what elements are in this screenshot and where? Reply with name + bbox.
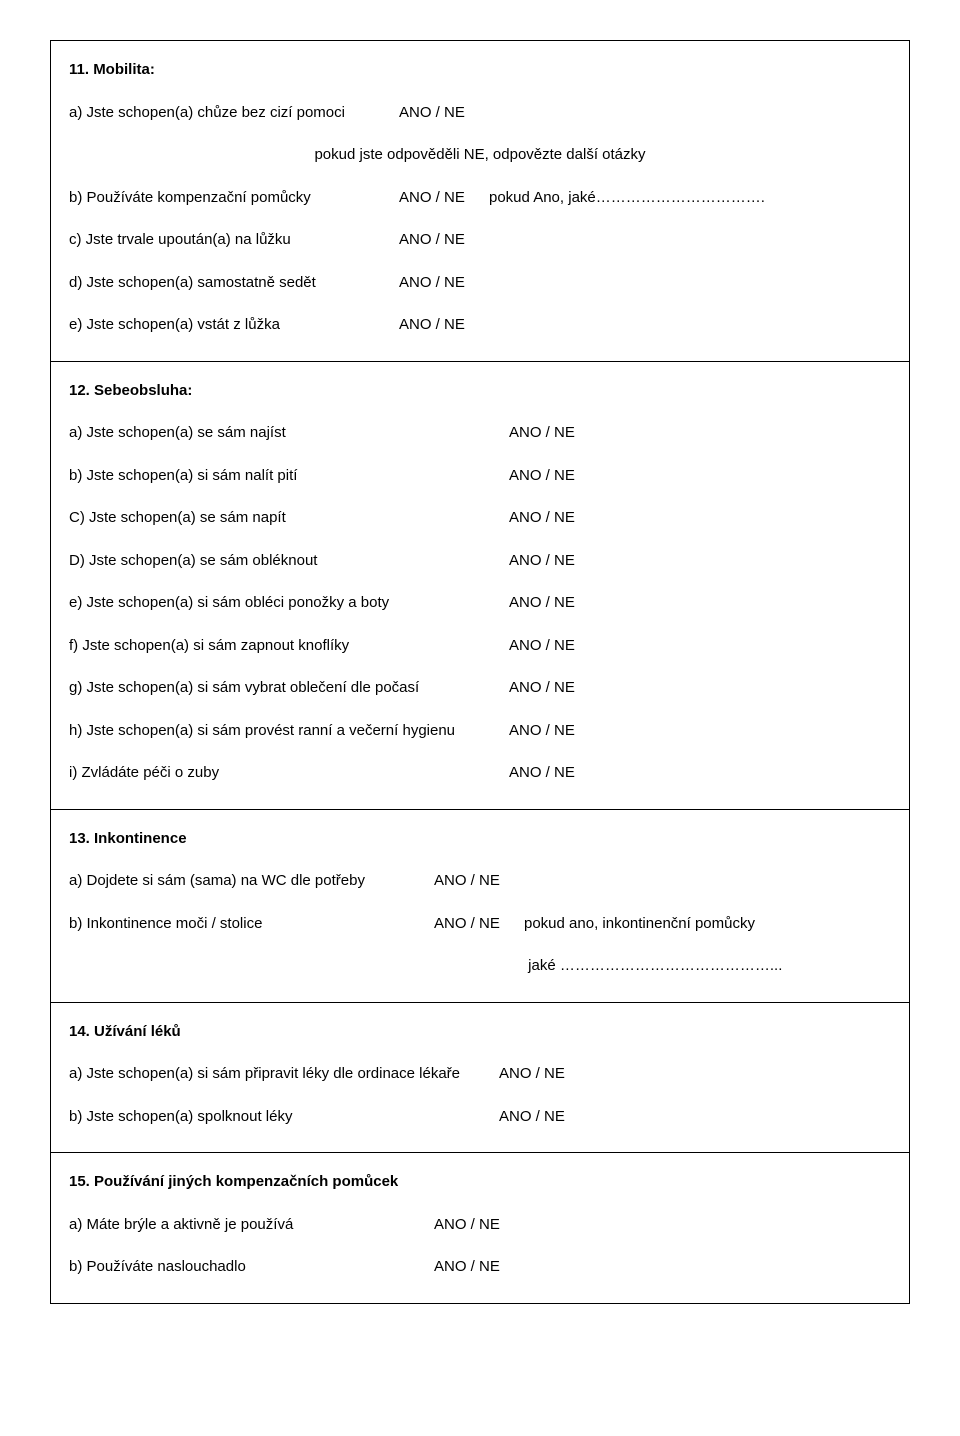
q11e-row: e) Jste schopen(a) vstát z lůžka ANO / N… [69,314,891,337]
q12g-row: g) Jste schopen(a) si sám vybrat oblečen… [69,677,891,700]
q12f-answer: ANO / NE [509,635,575,658]
q13b-answer: ANO / NE [434,913,524,936]
q12h-row: h) Jste schopen(a) si sám provést ranní … [69,720,891,743]
q11e-answer: ANO / NE [399,314,489,337]
q13b-jake-line: jaké ……………………………………... [524,955,891,978]
q14b-row: b) Jste schopen(a) spolknout léky ANO / … [69,1106,891,1129]
q11a-answer: ANO / NE [399,102,489,125]
q12c-answer: ANO / NE [509,507,575,530]
q11c-label: c) Jste trvale upoután(a) na lůžku [69,229,399,252]
q12f-row: f) Jste schopen(a) si sám zapnout knoflí… [69,635,891,658]
q11b-row: b) Používáte kompenzační pomůcky ANO / N… [69,187,891,210]
section-12-sebeobsluha: 12. Sebeobsluha: a) Jste schopen(a) se s… [50,362,910,810]
q12g-label: g) Jste schopen(a) si sám vybrat oblečen… [69,677,509,700]
q12b-row: b) Jste schopen(a) si sám nalít pití ANO… [69,465,891,488]
section-11-mobilita: 11. Mobilita: a) Jste schopen(a) chůze b… [50,40,910,362]
q12a-row: a) Jste schopen(a) se sám najíst ANO / N… [69,422,891,445]
q12i-label: i) Zvládáte péči o zuby [69,762,509,785]
q14a-row: a) Jste schopen(a) si sám připravit léky… [69,1063,891,1086]
q14b-answer: ANO / NE [499,1106,565,1129]
section-14-heading: 14. Užívání léků [69,1021,891,1044]
section-13-heading: 13. Inkontinence [69,828,891,851]
q15b-label: b) Používáte naslouchadlo [69,1256,434,1279]
q12b-answer: ANO / NE [509,465,575,488]
q12i-answer: ANO / NE [509,762,575,785]
q14b-label: b) Jste schopen(a) spolknout léky [69,1106,499,1129]
section-15-pomucky: 15. Používání jiných kompenzačních pomůc… [50,1153,910,1304]
q15a-answer: ANO / NE [434,1214,500,1237]
q11e-label: e) Jste schopen(a) vstát z lůžka [69,314,399,337]
q11-conditional-note: pokud jste odpověděli NE, odpovězte dalš… [69,144,891,167]
q11b-label: b) Používáte kompenzační pomůcky [69,187,399,210]
q14a-answer: ANO / NE [499,1063,565,1086]
q11b-answer: ANO / NE [399,187,489,210]
q12g-answer: ANO / NE [509,677,575,700]
q12e-label: e) Jste schopen(a) si sám obléci ponožky… [69,592,509,615]
q11a-row: a) Jste schopen(a) chůze bez cizí pomoci… [69,102,891,125]
q12c-row: C) Jste schopen(a) se sám napít ANO / NE [69,507,891,530]
q12e-row: e) Jste schopen(a) si sám obléci ponožky… [69,592,891,615]
q12c-label: C) Jste schopen(a) se sám napít [69,507,509,530]
q12f-label: f) Jste schopen(a) si sám zapnout knoflí… [69,635,509,658]
section-13-inkontinence: 13. Inkontinence a) Dojdete si sám (sama… [50,810,910,1003]
q12i-row: i) Zvládáte péči o zuby ANO / NE [69,762,891,785]
q12a-answer: ANO / NE [509,422,575,445]
q11d-label: d) Jste schopen(a) samostatně sedět [69,272,399,295]
q12b-label: b) Jste schopen(a) si sám nalít pití [69,465,509,488]
document-page: 11. Mobilita: a) Jste schopen(a) chůze b… [0,0,960,1436]
q13a-label: a) Dojdete si sám (sama) na WC dle potře… [69,870,434,893]
q11d-answer: ANO / NE [399,272,489,295]
q13a-answer: ANO / NE [434,870,524,893]
q15b-answer: ANO / NE [434,1256,500,1279]
q11c-answer: ANO / NE [399,229,489,252]
q12e-answer: ANO / NE [509,592,575,615]
q12d-answer: ANO / NE [509,550,575,573]
q15a-row: a) Máte brýle a aktivně je používá ANO /… [69,1214,891,1237]
q12h-answer: ANO / NE [509,720,575,743]
q13b-row: b) Inkontinence moči / stolice ANO / NE … [69,913,891,936]
q11c-row: c) Jste trvale upoután(a) na lůžku ANO /… [69,229,891,252]
q13b-label: b) Inkontinence moči / stolice [69,913,434,936]
q12d-label: D) Jste schopen(a) se sám obléknout [69,550,509,573]
section-12-heading: 12. Sebeobsluha: [69,380,891,403]
q12a-label: a) Jste schopen(a) se sám najíst [69,422,509,445]
q15a-label: a) Máte brýle a aktivně je používá [69,1214,434,1237]
q12h-label: h) Jste schopen(a) si sám provést ranní … [69,720,509,743]
section-11-heading: 11. Mobilita: [69,59,891,82]
q14a-label: a) Jste schopen(a) si sám připravit léky… [69,1063,499,1086]
section-15-heading: 15. Používání jiných kompenzačních pomůc… [69,1171,891,1194]
q13b-suffix: pokud ano, inkontinenční pomůcky [524,913,755,936]
q11d-row: d) Jste schopen(a) samostatně sedět ANO … [69,272,891,295]
section-14-uzivani-leku: 14. Užívání léků a) Jste schopen(a) si s… [50,1003,910,1154]
q11a-label: a) Jste schopen(a) chůze bez cizí pomoci [69,102,399,125]
q11b-suffix: pokud Ano, jaké……………………………. [489,187,765,210]
q15b-row: b) Používáte naslouchadlo ANO / NE [69,1256,891,1279]
q12d-row: D) Jste schopen(a) se sám obléknout ANO … [69,550,891,573]
q13a-row: a) Dojdete si sám (sama) na WC dle potře… [69,870,891,893]
